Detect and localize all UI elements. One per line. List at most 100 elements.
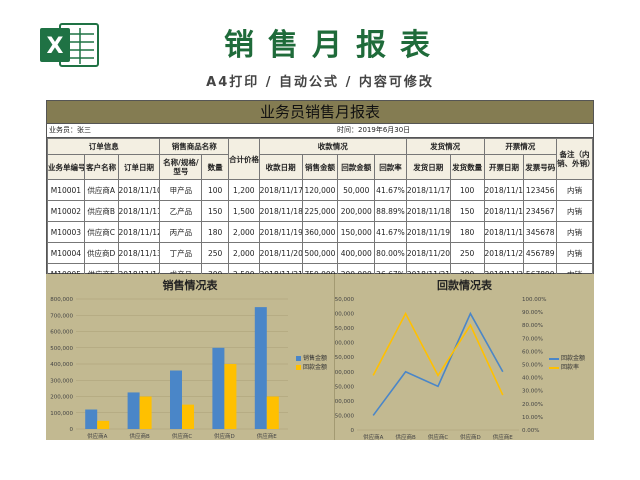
payment-chart-legend: 回款金额 回款率 (549, 354, 585, 372)
table-cell[interactable]: M10002 (47, 200, 85, 222)
payment-chart-title: 回款情况表 (437, 279, 492, 292)
table-cell[interactable]: 2018/11/20 (258, 242, 303, 264)
x-tick-label: 供应商E (257, 432, 278, 440)
x-tick-label: 供应商D (214, 432, 235, 440)
x-tick-label: 供应商A (87, 432, 108, 440)
table-cell[interactable]: 250 (449, 242, 485, 264)
y-tick-label: 250,000 (335, 355, 354, 361)
table-cell[interactable]: 2018/11/17 (405, 179, 451, 201)
y-tick-label: 200,000 (335, 370, 354, 376)
table-cell[interactable]: 150 (449, 200, 485, 222)
table-cell[interactable]: 供应商A (83, 179, 119, 201)
column-header: 回款率 (374, 154, 407, 180)
table-cell[interactable]: 2018/11/17 (483, 179, 525, 201)
report-time-label: 时间：2019年6月30日 (337, 126, 411, 134)
table-cell[interactable]: 360,000 (301, 221, 339, 243)
bar-回款金额 (266, 396, 279, 429)
y2-tick-label: 90.00% (522, 310, 543, 316)
table-cell[interactable]: 120,000 (301, 179, 339, 201)
table-cell[interactable]: 200,000 (337, 200, 376, 222)
report-table: 订单信息 销售商品名称 合计价格 收款情况 发货情况 开票情况 备注（内销、外销… (46, 138, 593, 285)
legend-item: 回款金额 (296, 363, 327, 372)
table-cell[interactable]: 2018/11/19 (405, 221, 451, 243)
table-cell[interactable]: 内销 (556, 242, 593, 264)
table-cell[interactable]: 甲产品 (159, 179, 203, 201)
table-cell[interactable]: 2,000 (227, 221, 260, 243)
x-tick-label: 供应商C (428, 433, 449, 440)
table-cell[interactable]: 123456 (523, 179, 558, 201)
table-cell[interactable]: 2018/11/18 (258, 200, 303, 222)
table-cell[interactable]: 内销 (556, 179, 593, 201)
table-cell[interactable]: M10003 (47, 221, 85, 243)
table-cell[interactable]: 41.67% (374, 179, 407, 201)
table-cell[interactable]: 2018/11/18 (483, 200, 525, 222)
legend-label: 回款金额 (303, 364, 328, 371)
table-cell[interactable]: 100 (449, 179, 485, 201)
salesperson-label: 业务员：张三 (49, 126, 91, 134)
table-cell[interactable]: M10001 (47, 179, 85, 201)
table-cell[interactable]: 供应商C (83, 221, 119, 243)
table-cell[interactable]: 80.00% (374, 242, 407, 264)
y-tick-label: 700,000 (50, 313, 73, 319)
table-cell[interactable]: 1,500 (227, 200, 260, 222)
legend-label: 回款率 (561, 364, 580, 371)
table-cell[interactable]: 180 (201, 221, 229, 243)
column-header-total-price: 合计价格 (227, 138, 260, 180)
table-cell[interactable]: 150 (201, 200, 229, 222)
table-cell[interactable]: 内销 (556, 200, 593, 222)
y2-tick-label: 70.00% (522, 336, 543, 342)
x-tick-label: 供应商E (493, 433, 514, 440)
logo-letter: X (47, 34, 64, 59)
table-cell[interactable]: 400,000 (337, 242, 376, 264)
table-cell[interactable]: 100 (201, 179, 229, 201)
table-cell[interactable]: 2018/11/11 (117, 200, 161, 222)
table-cell[interactable]: 供应商B (83, 200, 119, 222)
y-tick-label: 800,000 (50, 297, 73, 303)
table-cell[interactable]: 225,000 (301, 200, 339, 222)
table-cell[interactable]: 2018/11/10 (117, 179, 161, 201)
y2-tick-label: 80.00% (522, 323, 543, 329)
table-cell[interactable]: 2018/11/18 (405, 200, 451, 222)
table-cell[interactable]: 456789 (523, 242, 558, 264)
table-cell[interactable]: 50,000 (337, 179, 376, 201)
y2-tick-label: 30.00% (522, 389, 543, 395)
y-tick-label: 200,000 (50, 395, 73, 401)
y-tick-label: 450,000 (335, 297, 354, 303)
table-cell[interactable]: 供应商D (83, 242, 119, 264)
table-cell[interactable]: 234567 (523, 200, 558, 222)
table-cell[interactable]: 2018/11/19 (258, 221, 303, 243)
column-header: 名称/规格/型号 (159, 154, 203, 180)
table-cell[interactable]: 2018/11/13 (117, 242, 161, 264)
y2-tick-label: 60.00% (522, 349, 543, 355)
table-cell[interactable]: 2018/11/17 (258, 179, 303, 201)
table-cell[interactable]: 250 (201, 242, 229, 264)
x-tick-label: 供应商A (363, 433, 384, 440)
table-cell[interactable]: 2018/11/20 (405, 242, 451, 264)
table-cell[interactable]: 150,000 (337, 221, 376, 243)
table-cell[interactable]: 88.89% (374, 200, 407, 222)
group-header-product: 销售商品名称 (159, 138, 229, 155)
group-header-shipping: 发货情况 (405, 138, 485, 155)
table-cell[interactable]: M10004 (47, 242, 85, 264)
table-cell[interactable]: 2,000 (227, 242, 260, 264)
table-cell[interactable]: 内销 (556, 221, 593, 243)
table-cell[interactable]: 1,200 (227, 179, 260, 201)
sales-chart-title: 销售情况表 (162, 279, 218, 292)
y2-tick-label: 50.00% (522, 363, 543, 369)
table-cell[interactable]: 180 (449, 221, 485, 243)
table-cell[interactable]: 41.67% (374, 221, 407, 243)
table-cell[interactable]: 2018/11/20 (483, 242, 525, 264)
table-cell[interactable]: 乙产品 (159, 200, 203, 222)
table-cell[interactable]: 500,000 (301, 242, 339, 264)
table-cell[interactable]: 2018/11/12 (117, 221, 161, 243)
y-tick-label: 300,000 (335, 341, 354, 347)
table-cell[interactable]: 345678 (523, 221, 558, 243)
y2-tick-label: 100.00% (522, 297, 546, 303)
x-tick-label: 供应商B (129, 432, 150, 440)
bar-销售金额 (85, 409, 98, 429)
y-tick-label: 150,000 (335, 384, 354, 390)
table-cell[interactable]: 丁产品 (159, 242, 203, 264)
table-cell[interactable]: 丙产品 (159, 221, 203, 243)
table-cell[interactable]: 2018/11/19 (483, 221, 525, 243)
column-header: 开票日期 (483, 154, 525, 180)
